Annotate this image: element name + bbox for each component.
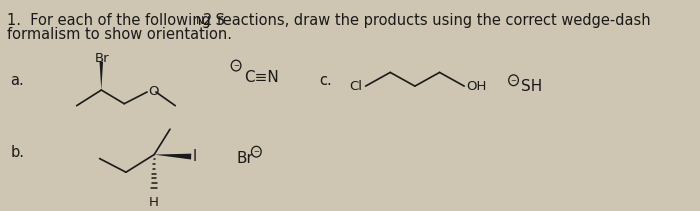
Text: 2 reactions, draw the products using the correct wedge-dash: 2 reactions, draw the products using the… [202, 13, 650, 28]
Text: formalism to show orientation.: formalism to show orientation. [7, 27, 232, 42]
Text: c.: c. [319, 73, 332, 88]
Text: C≡N: C≡N [244, 70, 279, 85]
Text: Cl: Cl [349, 80, 362, 93]
Text: H: H [149, 196, 159, 209]
Text: N: N [195, 16, 204, 26]
Text: Br: Br [236, 151, 253, 166]
Polygon shape [99, 62, 103, 90]
Text: b.: b. [10, 145, 25, 160]
Text: O: O [148, 84, 158, 97]
Text: −: − [510, 78, 517, 84]
Text: Br: Br [95, 52, 110, 65]
Text: OH: OH [466, 80, 486, 93]
Text: a.: a. [10, 73, 25, 88]
Text: I: I [193, 149, 197, 164]
Text: 1.  For each of the following S: 1. For each of the following S [7, 13, 225, 28]
Text: −: − [253, 149, 259, 155]
Text: −: − [233, 63, 239, 69]
Polygon shape [154, 154, 191, 160]
Text: SH: SH [521, 79, 542, 94]
